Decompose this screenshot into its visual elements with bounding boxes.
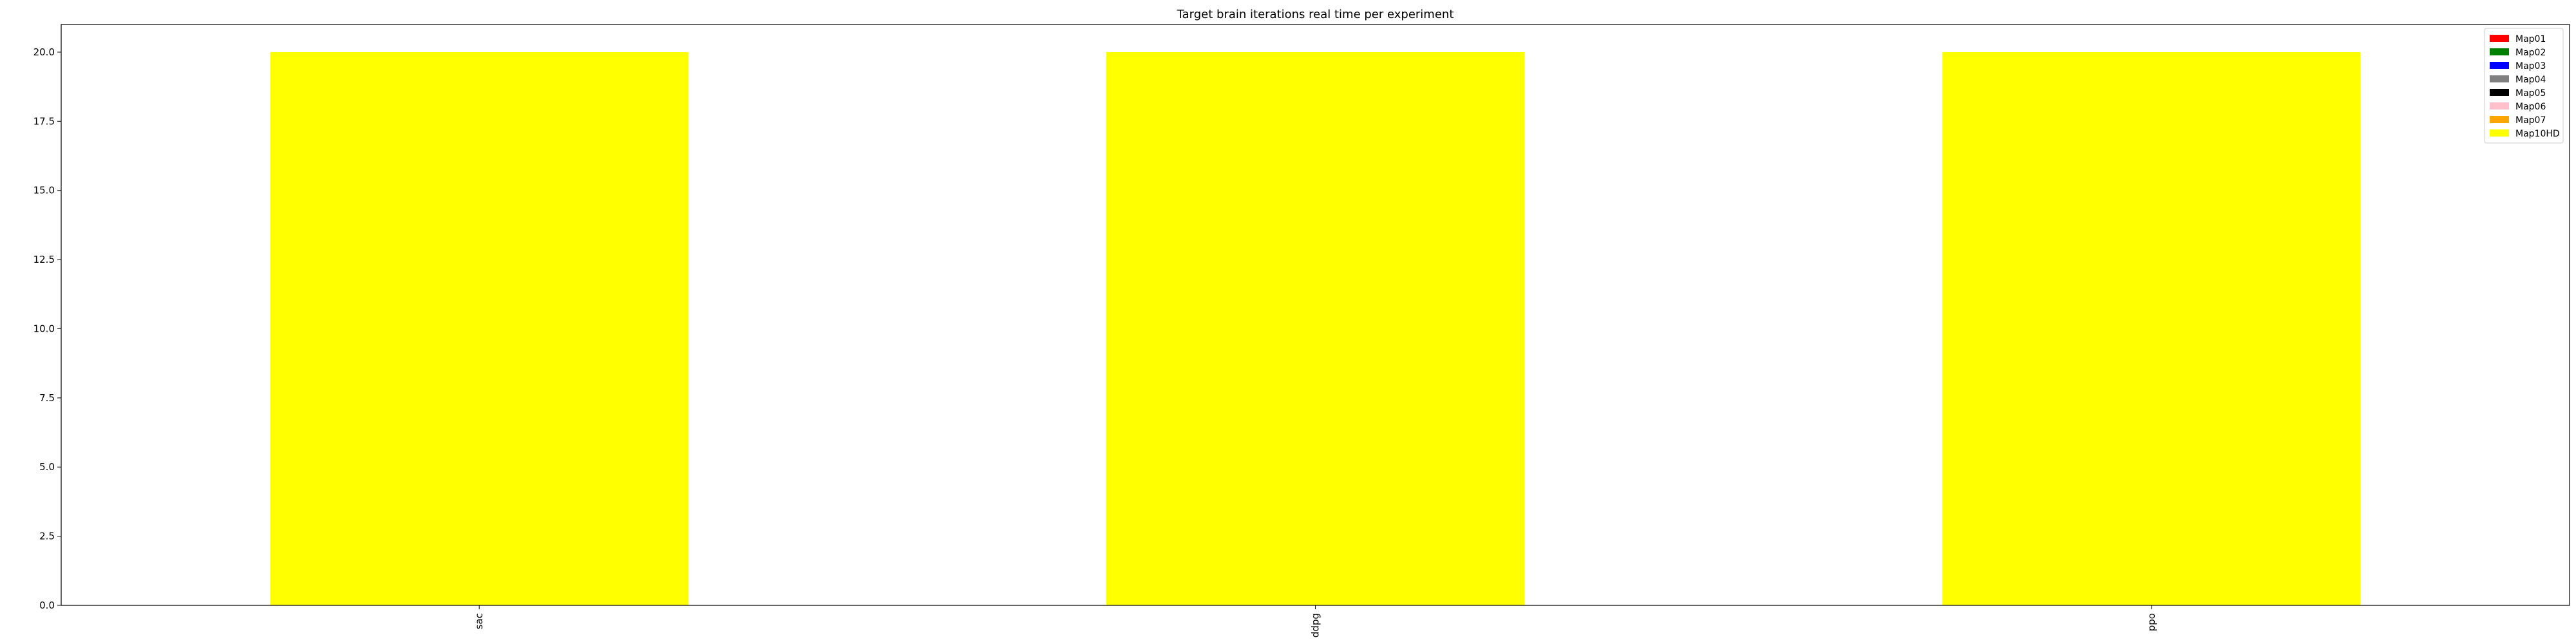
y-tick-label: 5.0 [39, 461, 55, 473]
y-tick-label: 0.0 [39, 600, 55, 611]
x-tick-label-ppo: ppo [2146, 613, 2157, 631]
legend-label-map01: Map01 [2515, 34, 2546, 44]
y-tick-label: 7.5 [39, 392, 55, 404]
legend-label-map02: Map02 [2515, 48, 2546, 58]
bar-ddpg-map10hd [1106, 52, 1525, 605]
x-tick-label-ddpg: ddpg [1310, 613, 1321, 638]
legend-label-map05: Map05 [2515, 88, 2546, 99]
plot-frame [61, 24, 2570, 606]
y-axis: 0.0 2.5 5.0 7.5 10.0 12.5 15.0 17.5 20.0 [33, 46, 61, 611]
legend-swatch-map05 [2490, 89, 2509, 96]
y-tick-label: 10.0 [33, 323, 55, 334]
y-tick-label: 15.0 [33, 185, 55, 196]
legend-swatch-map10hd [2490, 129, 2509, 137]
legend: Map01 Map02 Map03 Map04 Map05 Map06 Map07 Map10… [2484, 28, 2564, 144]
legend-swatch-map06 [2490, 102, 2509, 109]
y-tick-label: 20.0 [33, 46, 55, 58]
legend-label-map10hd: Map10HD [2515, 129, 2560, 139]
bar-ppo-map10hd [1942, 52, 2361, 605]
y-tick-label: 12.5 [33, 254, 55, 265]
y-tick-label: 17.5 [33, 115, 55, 127]
legend-label-map07: Map07 [2515, 115, 2546, 126]
x-axis: sac ddpg ppo [473, 605, 2157, 638]
x-tick-label-sac: sac [473, 613, 485, 629]
legend-box [2484, 28, 2564, 144]
legend-label-map06: Map06 [2515, 102, 2546, 112]
legend-swatch-map02 [2490, 48, 2509, 55]
legend-swatch-map07 [2490, 116, 2509, 123]
legend-swatch-map04 [2490, 75, 2509, 82]
bars-group [270, 52, 2361, 605]
bar-sac-map10hd [270, 52, 688, 605]
chart-title: Target brain iterations real time per ex… [1177, 8, 1454, 21]
legend-label-map04: Map04 [2515, 75, 2546, 85]
legend-swatch-map03 [2490, 62, 2509, 69]
y-tick-label: 2.5 [39, 531, 55, 542]
legend-swatch-map01 [2490, 35, 2509, 42]
legend-label-map03: Map03 [2515, 61, 2546, 71]
